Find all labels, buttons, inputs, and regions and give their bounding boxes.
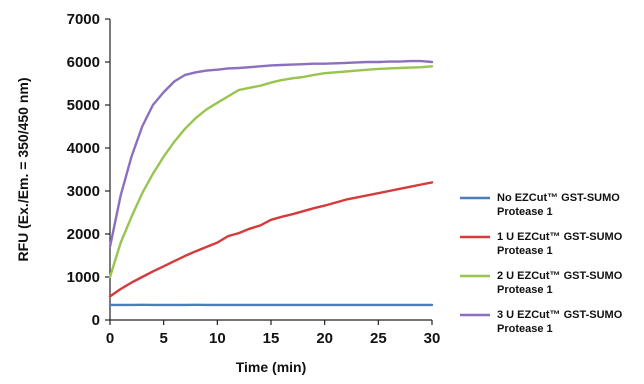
x-tick-label: 10 <box>209 330 226 347</box>
x-tick-label: 15 <box>263 330 280 347</box>
legend-label-2: 1 U EZCut™ GST-SUMO <box>497 231 623 243</box>
x-tick-label: 0 <box>106 330 114 347</box>
y-tick-label: 5000 <box>67 97 100 114</box>
legend-label-1: No EZCut™ GST-SUMO <box>497 192 620 204</box>
y-tick-label: 0 <box>92 312 100 329</box>
x-axis-title: Time (min) <box>236 359 307 375</box>
x-tick-label: 25 <box>370 330 387 347</box>
series-line-2 <box>110 182 432 296</box>
x-tick-label: 5 <box>159 330 167 347</box>
x-tick-label: 20 <box>316 330 333 347</box>
legend-label-4-line2: Protease 1 <box>497 323 553 335</box>
y-tick-label: 4000 <box>67 140 100 157</box>
legend: No EZCut™ GST-SUMO Protease 1 1 U EZCut™ G… <box>460 192 623 335</box>
legend-label-3: 2 U EZCut™ GST-SUMO <box>497 270 623 282</box>
plot-area <box>110 61 432 305</box>
legend-label-3-line2: Protease 1 <box>497 284 553 296</box>
legend-label-2-line2: Protease 1 <box>497 245 553 257</box>
y-tick-label: 2000 <box>67 226 100 243</box>
x-tick-label: 30 <box>424 330 441 347</box>
legend-label-4: 3 U EZCut™ GST-SUMO <box>497 309 623 321</box>
y-tick-label: 3000 <box>67 183 100 200</box>
y-tick-label: 7000 <box>67 11 100 28</box>
y-axis-title: RFU (Ex./Em. = 350/450 nm) <box>15 77 31 261</box>
legend-label-1-line2: Protease 1 <box>497 206 553 218</box>
y-tick-label: 1000 <box>67 269 100 286</box>
y-tick-label: 6000 <box>67 54 100 71</box>
